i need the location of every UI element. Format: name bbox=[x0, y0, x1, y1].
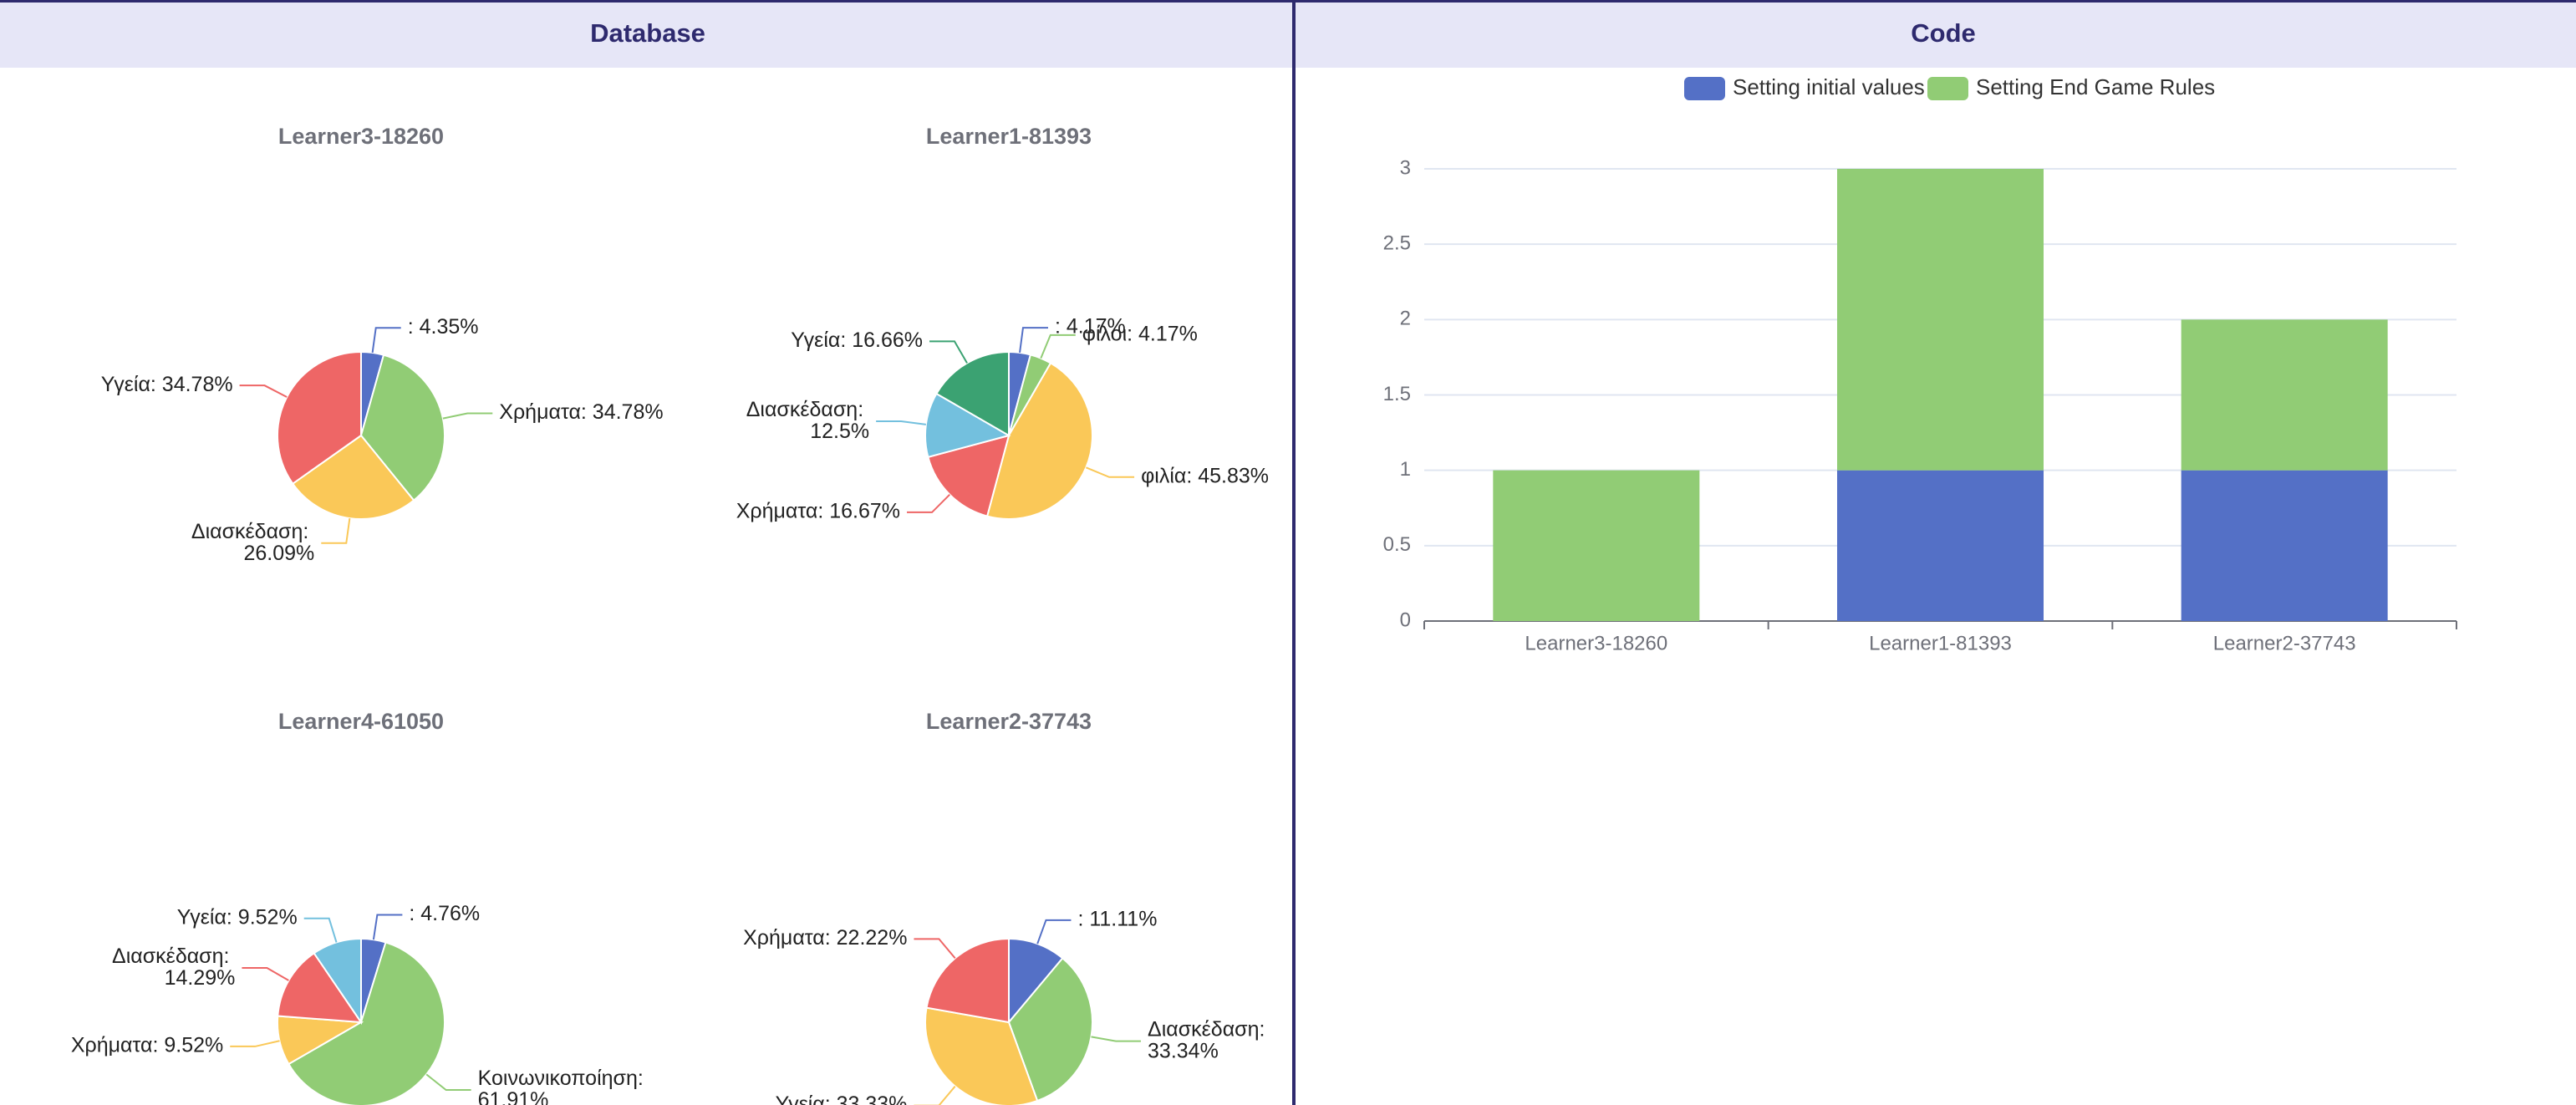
pie-slice bbox=[277, 951, 363, 1024]
pie-slice bbox=[277, 350, 362, 486]
legend-label: Setting initial values bbox=[1733, 74, 1925, 99]
data-label: Υγεία: 16.66% bbox=[791, 328, 923, 352]
data-label: Διασκέδαση: 12.5% bbox=[746, 398, 869, 443]
data-label: Κοινωνικοποίηση: 61.91% bbox=[478, 1067, 649, 1105]
leader-line bbox=[425, 1073, 471, 1092]
pie-slice bbox=[1008, 937, 1064, 1025]
y-tick-label: 2 bbox=[1400, 308, 1411, 330]
bar bbox=[1837, 470, 2044, 621]
y-tick-label: 1.5 bbox=[1383, 383, 1411, 405]
panel-header bbox=[0, 0, 1292, 68]
bar bbox=[1837, 169, 2044, 471]
leader-line bbox=[321, 517, 351, 544]
data-label: : 4.76% bbox=[409, 902, 480, 925]
pie-slice bbox=[935, 350, 1010, 437]
leader-line bbox=[914, 938, 956, 960]
data-label: Υγεία: 9.52% bbox=[177, 905, 298, 929]
legend-swatch bbox=[1927, 77, 1968, 100]
data-label: Διασκέδαση: 26.09% bbox=[191, 519, 314, 564]
leader-line bbox=[907, 493, 950, 513]
leader-line bbox=[239, 384, 288, 398]
leader-line bbox=[303, 917, 338, 943]
pie-slice bbox=[359, 354, 445, 502]
y-tick-label: 3 bbox=[1400, 156, 1411, 179]
leader-line bbox=[371, 327, 401, 354]
leader-line bbox=[1085, 466, 1135, 478]
panel-title: Code bbox=[1911, 18, 1976, 48]
data-label: Διασκέδαση: 14.29% bbox=[112, 945, 235, 990]
leader-line bbox=[442, 412, 493, 420]
data-label: φίλοι: 4.17% bbox=[1082, 323, 1198, 346]
y-tick-label: 2.5 bbox=[1383, 232, 1411, 255]
pie-slice bbox=[288, 941, 445, 1105]
leader-line bbox=[372, 914, 403, 940]
legend-swatch bbox=[1684, 77, 1725, 100]
panel-title: Database bbox=[590, 18, 705, 48]
data-label: Χρήματα: 16.67% bbox=[736, 500, 900, 523]
y-tick-label: 0.5 bbox=[1383, 533, 1411, 556]
pie-title: Learner4-61050 bbox=[278, 709, 444, 734]
pie-slice bbox=[925, 937, 1010, 1024]
pie-title: Learner2-37743 bbox=[926, 709, 1092, 734]
leader-line bbox=[929, 340, 968, 364]
leader-line bbox=[1036, 919, 1072, 945]
data-label: Χρήματα: 22.22% bbox=[743, 926, 907, 950]
leader-line bbox=[242, 966, 289, 981]
legend-label: Setting End Game Rules bbox=[1976, 74, 2215, 99]
data-label: Υγεία: 33.33% bbox=[776, 1092, 908, 1105]
leader-line bbox=[1091, 1036, 1142, 1042]
data-label: Υγεία: 34.78% bbox=[101, 373, 233, 396]
y-tick-label: 0 bbox=[1400, 609, 1411, 631]
data-label: Διασκέδαση: 33.34% bbox=[1148, 1017, 1270, 1062]
data-label: Χρήματα: 34.78% bbox=[499, 400, 663, 424]
pie-title: Learner3-18260 bbox=[278, 124, 444, 149]
x-tick-label: Learner3-18260 bbox=[1525, 632, 1667, 654]
data-label: : 11.11% bbox=[1077, 907, 1157, 930]
data-label: Χρήματα: 9.52% bbox=[71, 1034, 223, 1057]
leader-line bbox=[1040, 334, 1076, 359]
bar bbox=[2181, 319, 2388, 471]
data-label: : 4.35% bbox=[408, 315, 479, 339]
bar bbox=[2181, 470, 2388, 621]
pie-slice bbox=[924, 392, 1011, 459]
leader-line bbox=[1019, 327, 1048, 353]
leader-line bbox=[876, 420, 926, 425]
leader-line bbox=[914, 1085, 956, 1105]
panel-header bbox=[1296, 0, 2576, 68]
pie-slice bbox=[985, 362, 1093, 520]
x-tick-label: Learner1-81393 bbox=[1869, 632, 2012, 654]
y-tick-label: 1 bbox=[1400, 458, 1411, 481]
bar bbox=[1493, 470, 1700, 621]
pie-slice bbox=[291, 434, 415, 520]
pie-slice bbox=[1007, 956, 1093, 1102]
pie-title: Learner1-81393 bbox=[926, 124, 1092, 149]
leader-line bbox=[230, 1040, 280, 1047]
x-tick-label: Learner2-37743 bbox=[2213, 632, 2356, 654]
data-label: φιλία: 45.83% bbox=[1141, 464, 1269, 487]
pie-slice bbox=[927, 434, 1011, 517]
